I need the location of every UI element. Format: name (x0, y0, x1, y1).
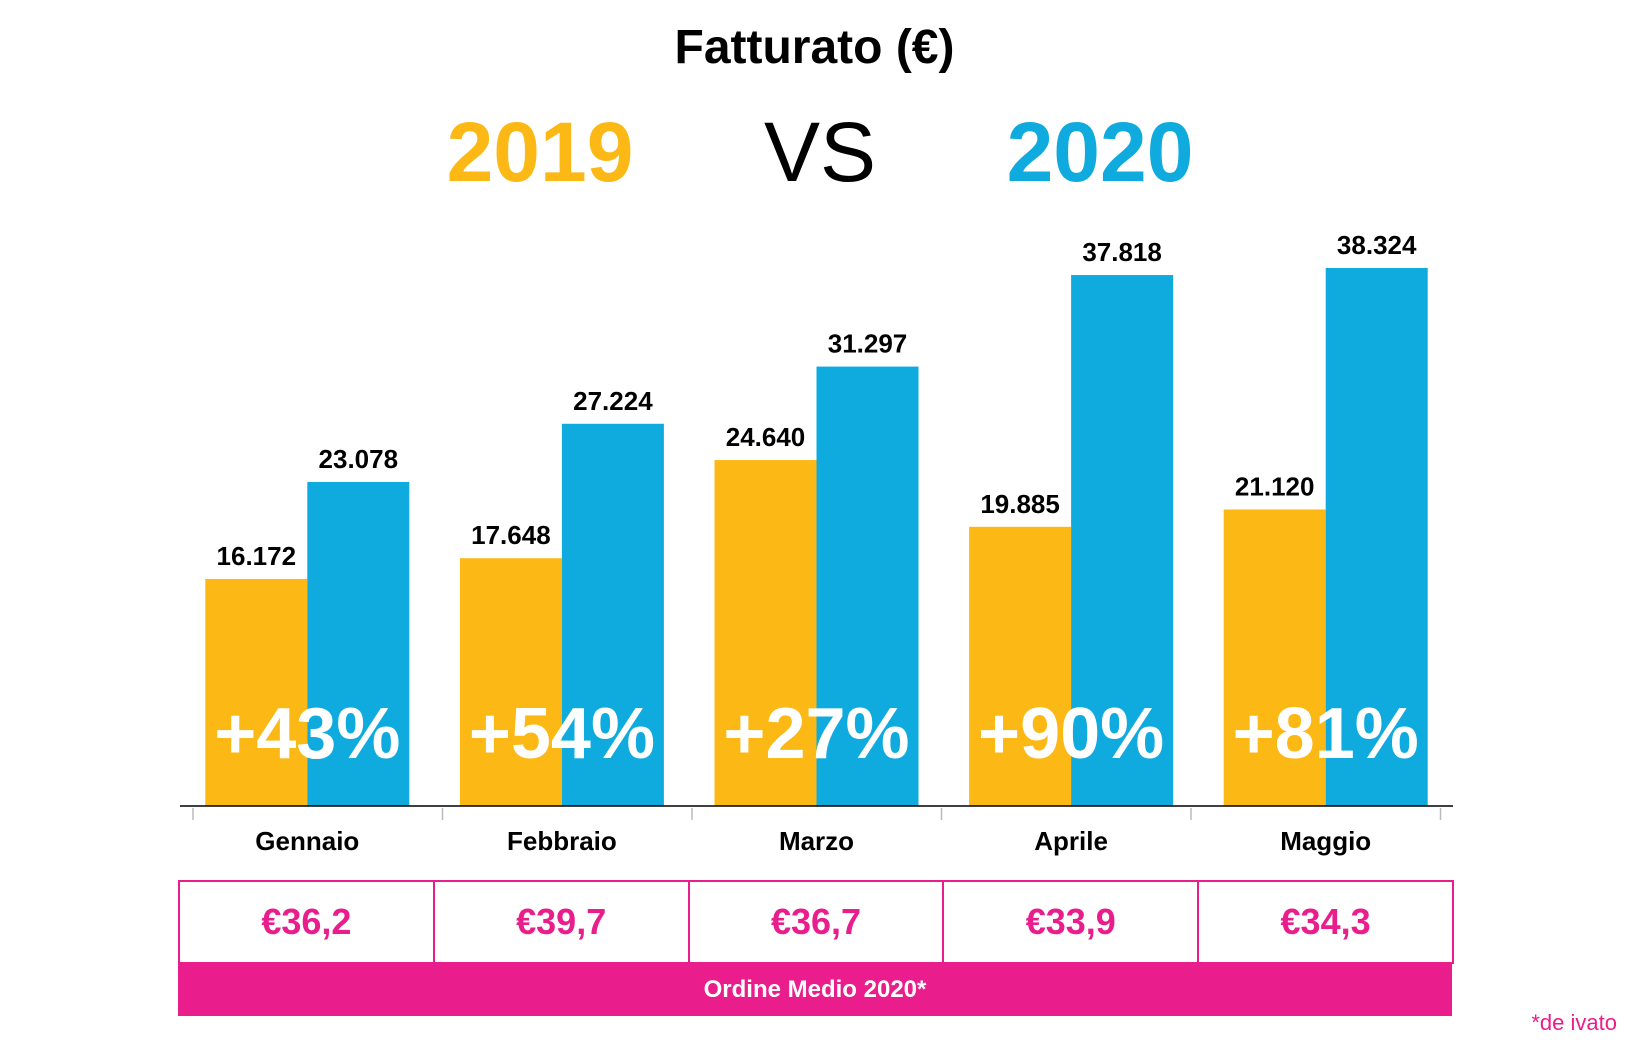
data-label-2019-gennaio: 16.172 (217, 541, 297, 571)
data-label-2019-maggio: 21.120 (1235, 471, 1315, 501)
data-label-2019-aprile: 19.885 (980, 489, 1060, 519)
footnote: *de ivato (1531, 1010, 1617, 1035)
x-tick-label-febbraio: Febbraio (507, 826, 617, 856)
bar-2019-marzo (714, 460, 817, 806)
bar-chart: 16.172 23.078 +43% Gennaio 17.648 27.224 +54% F… (180, 230, 1453, 856)
growth-label-marzo: +27% (723, 694, 909, 774)
data-label-2020-maggio: 38.324 (1337, 230, 1417, 260)
chart-title: Fatturato (€) (674, 21, 955, 74)
bar-2020-febbraio (561, 423, 664, 806)
data-label-2020-aprile: 37.818 (1082, 237, 1162, 267)
growth-label-aprile: +90% (978, 694, 1164, 774)
bar-2020-gennaio (307, 481, 410, 806)
bar-2020-maggio (1325, 267, 1428, 806)
x-tick-label-marzo: Marzo (779, 826, 854, 856)
bar-2020-aprile (1071, 275, 1174, 806)
growth-label-febbraio: +54% (469, 694, 655, 774)
bar-2019-gennaio (205, 578, 308, 806)
x-tick-label-aprile: Aprile (1034, 826, 1108, 856)
avg-order-cell-maggio: €34,3 (1197, 880, 1454, 964)
x-tick-label-gennaio: Gennaio (255, 826, 359, 856)
bar-2019-febbraio (459, 558, 562, 806)
average-order-table: €36,2 €39,7 €36,7 €33,9 €34,3 Ordine Med… (178, 880, 1454, 1022)
avg-order-cell-febbraio: €39,7 (432, 880, 690, 964)
data-label-2019-febbraio: 17.648 (471, 520, 551, 550)
data-label-2019-marzo: 24.640 (726, 422, 806, 452)
average-order-banner: Ordine Medio 2020* (178, 964, 1452, 1016)
growth-label-maggio: +81% (1233, 694, 1419, 774)
data-label-2020-febbraio: 27.224 (573, 386, 653, 416)
avg-order-cell-aprile: €33,9 (942, 880, 1200, 964)
year-2019-label: 2019 (446, 105, 634, 199)
data-label-2020-gennaio: 23.078 (319, 444, 399, 474)
vs-label: VS (763, 105, 877, 199)
avg-order-cell-marzo: €36,7 (687, 880, 945, 964)
year-2020-label: 2020 (1006, 105, 1194, 199)
bar-2019-aprile (969, 526, 1072, 806)
bar-2019-maggio (1223, 509, 1326, 806)
bar-2020-marzo (816, 366, 919, 806)
growth-label-gennaio: +43% (214, 694, 400, 774)
x-tick-label-maggio: Maggio (1280, 826, 1371, 856)
avg-order-cell-gennaio: €36,2 (178, 880, 435, 964)
data-label-2020-marzo: 31.297 (828, 329, 908, 359)
